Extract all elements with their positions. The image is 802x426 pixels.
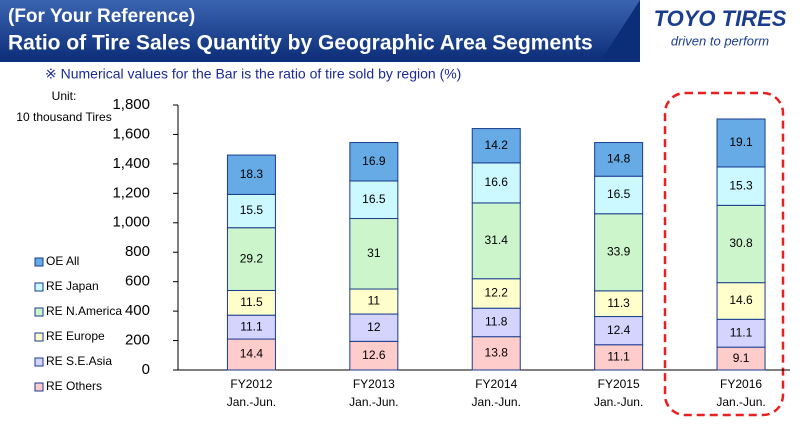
bar-segment (226, 193, 276, 229)
data-label: 19.1 (729, 135, 753, 149)
unit: 10 thousand Tires (16, 110, 111, 124)
data-label: 15.3 (729, 178, 753, 192)
bar-segment (594, 175, 644, 215)
bar-segment (226, 227, 276, 291)
legend-label: RE S.E.Asia (46, 354, 112, 368)
bar-segment (349, 313, 399, 342)
x-tick-label: FY2015 (598, 377, 640, 391)
x-tick-label: Jan.-Jun. (349, 395, 398, 409)
legend-label: RE Others (46, 379, 102, 393)
legend-label: RE Japan (46, 279, 99, 293)
data-label: 12.2 (485, 286, 509, 300)
bar-segment (226, 338, 276, 371)
x-tick-label: FY2012 (230, 377, 272, 391)
bar-segment (471, 202, 521, 280)
bar-segment (716, 118, 766, 168)
data-label: 29.2 (240, 251, 264, 265)
legend-swatch (34, 332, 44, 342)
subtitle: ※ Numerical values for the Bar is the ra… (45, 66, 461, 82)
data-label: 33.9 (607, 244, 631, 258)
y-tick-label: 200 (125, 332, 150, 349)
x-tick-label: FY2014 (475, 377, 517, 391)
data-label: 14.8 (607, 152, 631, 166)
data-label: 14.6 (729, 293, 753, 307)
bar-segment (594, 344, 644, 371)
y-tick-label: 400 (125, 302, 150, 319)
bar-segment (716, 282, 766, 320)
bar-segment (226, 289, 276, 316)
bar-segment (716, 204, 766, 284)
x-tick-label: FY2016 (720, 377, 762, 391)
data-label: 11.1 (240, 319, 263, 333)
legend-swatch (34, 282, 44, 292)
x-tick-label: Jan.-Jun. (594, 395, 643, 409)
tagline: driven to perform (671, 33, 769, 48)
data-label: 16.9 (362, 154, 386, 168)
data-label: 11.8 (485, 315, 508, 329)
data-label: 16.5 (362, 192, 386, 206)
title-line: Ratio of Tire Sales Quantity by Geograph… (8, 32, 593, 55)
data-label: 11 (368, 294, 381, 308)
legend-label: RE Europe (46, 329, 105, 343)
data-label: 12 (367, 320, 381, 334)
bar-segment (471, 336, 521, 371)
legend-label: OE All (46, 254, 79, 268)
data-label: 31 (367, 246, 381, 260)
y-tick-label: 1,000 (112, 214, 150, 231)
y-tick-label: 800 (125, 243, 150, 260)
bar-segment (471, 307, 521, 338)
data-label: 9.1 (733, 351, 750, 365)
bar-segment (349, 218, 399, 290)
data-label: 12.6 (362, 348, 386, 362)
bar-segment (226, 154, 276, 195)
x-tick-label: Jan.-Jun. (227, 395, 276, 409)
data-label: 30.8 (729, 236, 753, 250)
bar-segment (716, 166, 766, 206)
bar-segment (594, 142, 644, 177)
y-tick-label: 1,200 (112, 184, 150, 201)
y-tick-label: 0 (142, 361, 150, 378)
data-label: 13.8 (485, 346, 509, 360)
bar-segment (471, 278, 521, 309)
unit: Unit: (52, 89, 77, 103)
bar-segment (471, 162, 521, 204)
data-label: 11.5 (240, 295, 263, 309)
data-label: 14.2 (485, 138, 509, 152)
header-band (0, 0, 640, 62)
x-tick-label: Jan.-Jun. (716, 395, 765, 409)
data-label: 11.1 (607, 350, 630, 364)
header-edge (600, 0, 640, 62)
data-label: 14.4 (240, 347, 264, 361)
highlight-frame (663, 91, 785, 417)
y-tick-label: 1,400 (112, 155, 150, 172)
legend-swatch (34, 382, 44, 392)
data-label: 31.4 (485, 233, 509, 247)
bar-segment (349, 142, 399, 182)
logo: TOYO TIRES (654, 6, 787, 31)
data-label: 18.3 (240, 167, 264, 181)
data-label: 15.5 (240, 203, 264, 217)
data-label: 12.4 (607, 323, 631, 337)
data-label: 16.6 (485, 175, 509, 189)
y-tick-label: 600 (125, 273, 150, 290)
data-label: 16.5 (607, 187, 631, 201)
legend-swatch (34, 257, 44, 267)
bar-segment (471, 128, 521, 164)
bar-segment (349, 288, 399, 315)
data-label: 11.1 (730, 325, 753, 339)
y-tick-label: 1,600 (112, 125, 150, 142)
legend-swatch (34, 307, 44, 317)
x-tick-label: Jan.-Jun. (472, 395, 521, 409)
y-tick-label: 1,800 (112, 96, 150, 113)
x-tick-label: FY2013 (353, 377, 395, 391)
data-label: 11.3 (607, 296, 630, 310)
title-line: (For Your Reference) (8, 6, 195, 27)
bar-segment (594, 290, 644, 318)
legend-label: RE N.America (46, 304, 122, 318)
legend-swatch (34, 357, 44, 367)
